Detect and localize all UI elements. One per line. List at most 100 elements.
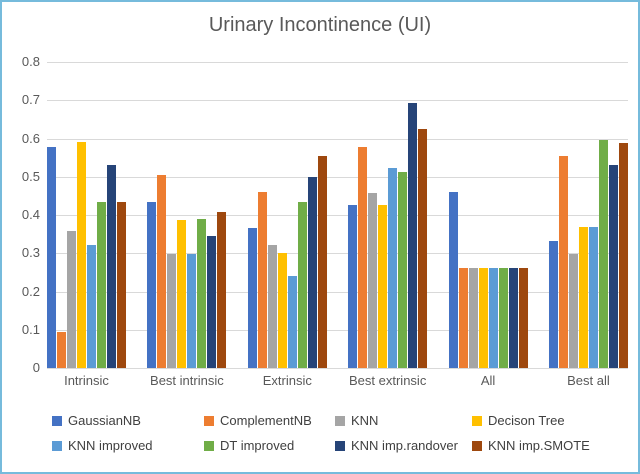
bar-knn-best-all [568,254,578,368]
gridline [47,139,628,140]
bar-gaussiannb-best-all [548,241,558,368]
bar-complementnb-extrinsic [257,192,267,368]
x-axis-category-label-best-extrinsic: Best extrinsic [349,373,427,388]
legend-swatch-decison-tree [472,415,482,426]
y-axis-tick-label: 0.8 [21,54,40,69]
bar-dt-improved-all [498,267,508,368]
legend-item-dt-improved: DT improved [204,438,335,453]
legend-label: KNN improved [68,438,153,453]
bar-group-extrinsic [247,62,327,368]
bar-gaussiannb-best-intrinsic [147,201,157,368]
legend-item-gaussiannb: GaussianNB [52,413,204,428]
bar-gaussiannb-extrinsic [247,227,257,368]
legend-label: GaussianNB [68,413,141,428]
legend-item-decison-tree: Decison Tree [472,413,590,428]
bar-knn-imp-randover-all [508,267,518,368]
bar-knn-improved-best-all [588,227,598,368]
bar-group-best-all [548,62,628,368]
legend-swatch-knn-imp-randover [335,440,345,451]
legend-item-knn-imp-smote: KNN imp.SMOTE [472,438,590,453]
bar-dt-improved-best-intrinsic [197,219,207,368]
gridline [47,215,628,216]
bar-complementnb-intrinsic [57,331,66,368]
legend-swatch-complementnb [204,415,214,426]
x-axis-category-label-best-all: Best all [567,373,610,388]
y-axis-tick-label: 0 [32,360,40,375]
bar-knn-improved-best-intrinsic [187,254,197,368]
y-axis-tick-label: 0.3 [21,245,40,261]
gridline [47,62,628,63]
legend: GaussianNB ComplementNB KNN Decison Tree KNN… [52,413,590,453]
bar-knn-imp-randover-best-all [608,165,618,368]
y-axis-tick-label: 0.1 [21,321,40,337]
bar-knn-best-intrinsic [167,254,177,368]
legend-swatch-knn [335,415,345,426]
bar-knn-imp-smote-best-all [618,142,628,368]
y-axis-tick-label: 0.5 [21,168,40,184]
bar-knn-improved-all [488,267,498,368]
gridline [47,368,628,369]
bar-decison-tree-intrinsic [77,141,86,368]
bar-groups [47,62,628,368]
gridline [47,253,628,254]
bar-gaussiannb-intrinsic [47,146,56,368]
legend-item-knn-imp-randover: KNN imp.randover [335,438,472,453]
bar-knn-imp-smote-best-extrinsic [418,129,428,368]
bar-gaussiannb-best-extrinsic [348,205,358,368]
legend-item-complementnb: ComplementNB [204,413,335,428]
bar-knn-extrinsic [267,244,277,368]
bar-knn-intrinsic [67,231,76,368]
legend-label: KNN imp.SMOTE [488,438,590,453]
legend-label: KNN [351,413,379,428]
bar-knn-all [468,267,478,368]
bar-decison-tree-best-intrinsic [177,220,187,368]
bar-knn-imp-randover-intrinsic [107,165,116,368]
bar-knn-imp-randover-extrinsic [307,176,317,368]
bar-dt-improved-extrinsic [297,201,307,368]
bar-group-all [448,62,528,368]
bar-decison-tree-extrinsic [277,253,287,368]
x-axis: Intrinsic Best intrinsic Extrinsic Best ext… [47,373,628,388]
y-axis-tick-label: 0.2 [21,283,40,299]
legend-swatch-gaussiannb [52,415,62,426]
x-axis-category-label-all: All [480,373,496,388]
x-axis-category-label-intrinsic: Intrinsic [64,373,109,388]
legend-label: KNN imp.randover [351,438,458,453]
y-axis-tick-label: 0.7 [21,92,40,108]
y-axis-tick-label: 0.4 [21,207,40,222]
legend-label: ComplementNB [220,413,312,428]
legend-swatch-knn-improved [52,440,62,451]
legend-item-knn: KNN [335,413,472,428]
gridline [47,330,628,331]
y-axis-tick-label: 0.6 [21,130,40,146]
bar-knn-improved-extrinsic [287,276,297,368]
chart-title: Urinary Incontinence (UI) [208,14,432,36]
legend-label: DT improved [220,438,295,453]
bar-decison-tree-best-extrinsic [378,205,388,368]
bar-dt-improved-best-all [598,140,608,368]
legend-item-knn-improved: KNN improved [52,438,204,453]
bar-decison-tree-best-all [578,227,588,368]
bar-knn-imp-randover-best-extrinsic [408,102,418,368]
bar-complementnb-best-intrinsic [157,175,167,368]
bar-group-best-intrinsic [147,62,227,368]
bar-knn-imp-smote-best-intrinsic [217,211,227,368]
bar-complementnb-all [458,267,468,368]
plot-area [47,62,628,369]
y-axis: 0.8 0.7 0.6 0.5 0.4 0.3 0.2 0.1 0 [6,2,40,472]
bar-knn-improved-best-extrinsic [388,167,398,368]
bar-dt-improved-intrinsic [97,201,106,368]
bar-knn-imp-smote-all [518,267,528,368]
bar-knn-imp-randover-best-intrinsic [207,236,217,368]
legend-label: Decison Tree [488,413,565,428]
bar-knn-imp-smote-intrinsic [117,201,126,368]
bar-knn-best-extrinsic [368,192,378,368]
bar-knn-improved-intrinsic [87,244,96,368]
bar-gaussiannb-all [448,192,458,368]
bar-decison-tree-all [478,267,488,368]
gridline [47,292,628,293]
bar-group-best-extrinsic [348,62,428,368]
bar-group-intrinsic [47,62,126,368]
bar-complementnb-best-all [558,156,568,368]
